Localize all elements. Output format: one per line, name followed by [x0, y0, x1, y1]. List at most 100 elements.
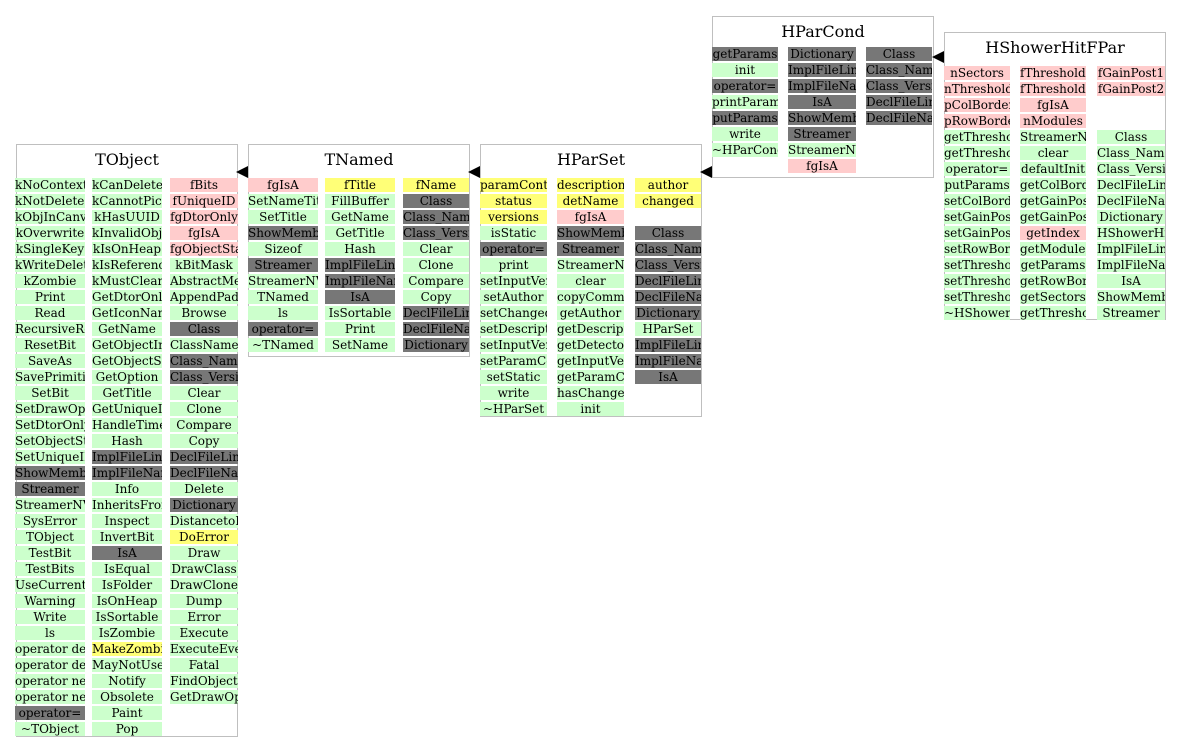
- member-cell: Paint: [92, 706, 162, 720]
- member-cell: DeclFileLine: [170, 450, 238, 464]
- member-cell: setThresholdPost1: [944, 274, 1010, 288]
- member-cell: Info: [92, 482, 162, 496]
- member-cell: getSectors: [1020, 290, 1086, 304]
- member-cell: Dump: [170, 594, 238, 608]
- member-cell: MayNotUse: [92, 658, 162, 672]
- member-cell: printParams: [712, 95, 778, 109]
- member-cell: SetTitle: [248, 210, 318, 224]
- member-cell: ImplFileLine: [325, 258, 395, 272]
- member-cell: getDescription: [557, 322, 624, 336]
- member-cell: fgDtorOnly: [170, 210, 238, 224]
- member-cell: versions: [480, 210, 547, 224]
- member-cell: RecursiveRemove: [15, 322, 85, 336]
- member-cell: IsA: [92, 546, 162, 560]
- member-cell: kCannotPick: [92, 194, 162, 208]
- member-cell: GetTitle: [92, 386, 162, 400]
- member-cell: SetDrawOption: [15, 402, 85, 416]
- member-cell: Clone: [170, 402, 238, 416]
- member-cell: HShowerHitFPar: [1097, 226, 1165, 240]
- member-cell: Error: [170, 610, 238, 624]
- member-cell: isStatic: [480, 226, 547, 240]
- member-cell: fThresholdPost1: [1020, 66, 1086, 80]
- member-cell: kSingleKey: [15, 242, 85, 256]
- member-cell: ImplFileName: [1097, 258, 1165, 272]
- member-cell: FindObject: [170, 674, 238, 688]
- member-cell: Read: [15, 306, 85, 320]
- member-cell: Obsolete: [92, 690, 162, 704]
- member-cell: ~TObject: [15, 722, 85, 736]
- member-cell: Browse: [170, 306, 238, 320]
- member-cell: StreamerNVirtual: [1020, 130, 1086, 144]
- member-cell: ShowMembers: [788, 111, 856, 125]
- member-cell: GetName: [325, 210, 395, 224]
- member-cell: getParamContext: [557, 370, 624, 384]
- member-cell: operator=: [712, 79, 778, 93]
- member-cell: print: [480, 258, 547, 272]
- member-cell: setChanged: [480, 306, 547, 320]
- member-cell: Dictionary: [1097, 210, 1165, 224]
- member-cell: Write: [15, 610, 85, 624]
- member-cell: operator delete: [15, 642, 85, 656]
- member-cell: IsA: [635, 370, 701, 384]
- member-cell: Streamer: [1097, 306, 1165, 320]
- member-cell: SetNameTitle: [248, 194, 318, 208]
- member-cell: nModules: [1020, 114, 1086, 128]
- member-cell: fName: [403, 178, 469, 192]
- member-cell: operator=: [480, 242, 547, 256]
- member-cell: ImplFileLine: [635, 338, 701, 352]
- member-cell: ImplFileLine: [1097, 242, 1165, 256]
- member-cell: fGainPost1: [1097, 66, 1165, 80]
- member-cell: DeclFileName: [403, 322, 469, 336]
- member-cell: GetOption: [92, 370, 162, 384]
- inheritance-arrow-icon: [932, 51, 944, 63]
- member-cell: kHasUUID: [92, 210, 162, 224]
- member-cell: ShowMembers: [15, 466, 85, 480]
- member-cell: setGainPost2: [944, 226, 1010, 240]
- member-cell: nSectors: [944, 66, 1010, 80]
- member-cell: SetBit: [15, 386, 85, 400]
- member-cell: getGainPost1: [1020, 194, 1086, 208]
- member-cell: fThresholdPost2: [1020, 82, 1086, 96]
- member-cell: DrawClass: [170, 562, 238, 576]
- member-cell: StreamerNVirtual: [248, 274, 318, 288]
- member-cell: AppendPad: [170, 290, 238, 304]
- member-cell: Clear: [403, 242, 469, 256]
- member-cell: StreamerNVirtual: [788, 143, 856, 157]
- member-cell: UseCurrentStyle: [15, 578, 85, 592]
- member-cell: DeclFileLine: [635, 274, 701, 288]
- member-cell: hasChanged: [557, 386, 624, 400]
- member-cell: pColBorder: [944, 98, 1010, 112]
- member-cell: SetName: [325, 338, 395, 352]
- member-cell: ~TNamed: [248, 338, 318, 352]
- member-cell: Hash: [92, 434, 162, 448]
- member-cell: HandleTimer: [92, 418, 162, 432]
- member-cell: ~HShowerHitFPar: [944, 306, 1010, 320]
- member-cell: setThresholdPost2: [944, 290, 1010, 304]
- class-title: TObject: [95, 150, 159, 169]
- member-cell: Dictionary: [635, 306, 701, 320]
- member-cell: DrawClone: [170, 578, 238, 592]
- member-cell: Class_Version: [1097, 162, 1165, 176]
- member-cell: Clear: [170, 386, 238, 400]
- member-cell: operator=: [248, 322, 318, 336]
- member-cell: fgIsA: [557, 210, 624, 224]
- member-cell: Class: [170, 322, 238, 336]
- member-cell: GetTitle: [325, 226, 395, 240]
- member-cell: Delete: [170, 482, 238, 496]
- member-cell: getGainPost2: [1020, 210, 1086, 224]
- member-cell: kIsReferenced: [92, 258, 162, 272]
- member-cell: IsOnHeap: [92, 594, 162, 608]
- member-cell: kCanDelete: [92, 178, 162, 192]
- member-cell: Class: [1097, 130, 1165, 144]
- member-cell: DeclFileName: [866, 111, 932, 125]
- member-cell: SysError: [15, 514, 85, 528]
- member-cell: InheritsFrom: [92, 498, 162, 512]
- member-cell: clear: [557, 274, 624, 288]
- member-cell: IsA: [788, 95, 856, 109]
- member-cell: pRowBorder: [944, 114, 1010, 128]
- member-cell: getModules: [1020, 242, 1086, 256]
- class-title: HShowerHitFPar: [985, 38, 1125, 57]
- member-cell: ImplFileName: [92, 466, 162, 480]
- member-cell: getRowBord: [1020, 274, 1086, 288]
